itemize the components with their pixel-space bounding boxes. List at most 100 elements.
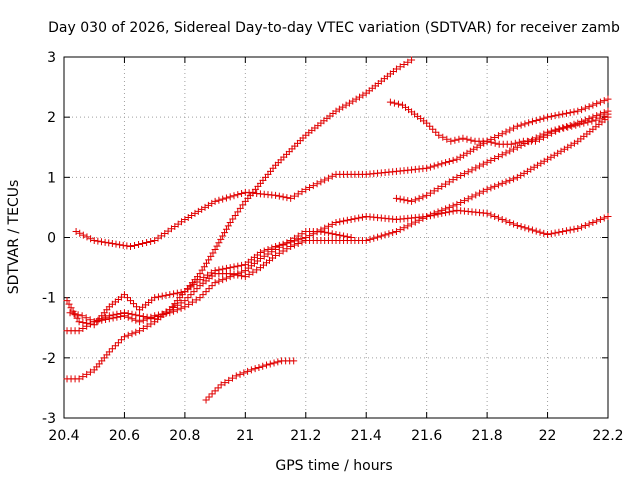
data-point — [78, 312, 86, 320]
data-point — [124, 313, 132, 321]
data-point — [396, 195, 404, 203]
data-point — [528, 226, 536, 234]
data-point — [76, 229, 84, 237]
data-point — [502, 178, 510, 186]
data-point — [487, 138, 495, 146]
data-point — [290, 234, 298, 242]
data-point — [298, 238, 306, 246]
data-point — [332, 218, 340, 226]
data-point — [468, 166, 476, 174]
data-point — [593, 217, 601, 225]
x-tick-label: 21.8 — [472, 428, 503, 444]
data-point — [449, 176, 457, 184]
data-point — [511, 139, 519, 147]
data-point — [205, 393, 213, 401]
data-point — [135, 241, 143, 249]
data-point — [114, 339, 122, 347]
data-point — [234, 262, 242, 270]
data-point — [498, 130, 506, 138]
data-point — [432, 128, 440, 136]
data-point — [540, 229, 548, 237]
data-point — [445, 158, 453, 166]
data-point — [459, 134, 467, 142]
data-point — [400, 61, 408, 69]
data-point — [83, 322, 91, 330]
data-point — [578, 223, 586, 231]
data-point — [540, 114, 548, 122]
data-point — [202, 396, 210, 404]
data-point — [158, 292, 166, 300]
data-point — [555, 228, 563, 236]
data-point — [188, 298, 196, 306]
data-point — [126, 243, 134, 251]
data-point — [185, 300, 193, 308]
data-point — [449, 202, 457, 210]
data-point — [306, 183, 314, 191]
data-point — [219, 232, 227, 240]
data-point — [332, 230, 340, 238]
data-point — [343, 233, 351, 241]
data-point — [275, 192, 283, 200]
data-point — [404, 58, 412, 66]
data-point — [120, 291, 128, 299]
data-point — [570, 225, 578, 233]
data-point — [154, 293, 162, 301]
data-point — [238, 261, 246, 269]
data-point — [483, 137, 491, 145]
data-point — [593, 100, 601, 108]
data-point — [589, 101, 597, 109]
data-point — [434, 161, 442, 169]
data-point — [502, 128, 510, 136]
data-point — [79, 231, 87, 239]
data-point — [321, 228, 329, 236]
data-point — [351, 215, 359, 223]
data-point — [540, 133, 548, 141]
data-point — [604, 110, 612, 118]
data-point — [491, 182, 499, 190]
data-points — [63, 56, 612, 404]
x-axis-label: GPS time / hours — [275, 458, 392, 474]
data-point — [498, 179, 506, 187]
data-point — [290, 357, 298, 365]
data-point — [408, 220, 416, 228]
data-point — [128, 330, 136, 338]
data-point — [139, 316, 147, 324]
data-point — [245, 270, 253, 278]
series-arc-h — [202, 357, 298, 404]
data-point — [109, 314, 117, 322]
data-point — [259, 362, 267, 370]
data-point — [552, 127, 560, 135]
data-point — [221, 379, 229, 387]
data-point — [494, 181, 502, 189]
data-point — [241, 273, 249, 281]
data-point — [202, 288, 210, 296]
data-point — [544, 230, 552, 238]
data-point — [236, 370, 244, 378]
data-point — [494, 132, 502, 140]
data-point — [232, 372, 240, 380]
data-point — [415, 194, 423, 202]
data-point — [572, 121, 580, 129]
data-point — [211, 279, 219, 287]
chart-title: Day 030 of 2026, Sidereal Day-to-day VTE… — [48, 20, 620, 36]
data-point — [447, 137, 455, 145]
data-point — [217, 235, 225, 243]
data-point — [256, 255, 264, 263]
data-point — [328, 172, 336, 180]
data-point — [105, 348, 113, 356]
data-point — [205, 285, 213, 293]
data-point — [192, 296, 200, 304]
x-tick-label: 22 — [539, 428, 557, 444]
data-point — [502, 217, 510, 225]
data-point — [510, 220, 518, 228]
series-arc-e — [66, 227, 355, 326]
data-point — [411, 218, 419, 226]
data-point — [531, 137, 539, 145]
data-point — [120, 333, 128, 341]
data-point — [483, 158, 491, 166]
data-point — [423, 212, 431, 220]
data-point — [229, 215, 237, 223]
data-point — [102, 315, 110, 323]
data-point — [173, 289, 181, 297]
data-point — [87, 235, 95, 243]
